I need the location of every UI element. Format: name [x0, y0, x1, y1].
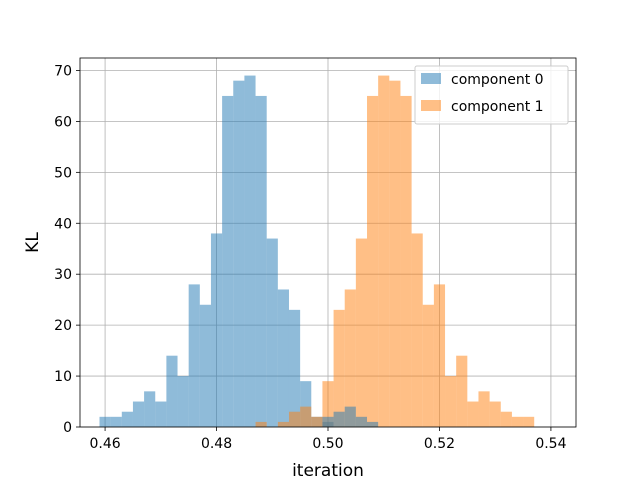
- histogram-bar-series-0: [177, 376, 189, 427]
- x-axis-label: iteration: [292, 461, 364, 480]
- histogram-bar-series-1: [300, 406, 312, 427]
- histogram-bar-series-1: [433, 284, 446, 427]
- x-tick-label: 0.50: [312, 436, 343, 452]
- histogram-bar-series-1: [255, 421, 267, 427]
- x-tick-label: 0.46: [89, 436, 120, 452]
- histogram-bar-series-0: [121, 411, 133, 427]
- histogram-bar-series-2: [322, 416, 334, 427]
- histogram-bar-series-2: [367, 421, 379, 427]
- histogram-bar-series-0: [277, 289, 289, 427]
- histogram-bar-series-0: [255, 95, 267, 428]
- axis-ticks: 0.46 0.48 0.50 0.52 0.54 0 10 20 30 40 50 60 70: [54, 63, 566, 452]
- histogram-bar-series-1: [344, 289, 356, 427]
- histogram-bar-series-1: [445, 376, 457, 427]
- histogram-bar-series-0: [166, 355, 178, 427]
- histogram-bar-series-0: [188, 284, 200, 427]
- legend-box: [414, 65, 569, 125]
- histogram-bar-series-0: [266, 238, 278, 427]
- histogram-bar-series-2: [333, 411, 345, 427]
- y-tick-label: 60: [54, 114, 72, 130]
- histogram-bar-series-1: [489, 401, 501, 427]
- y-tick-label: 10: [54, 369, 72, 385]
- histogram-bar-series-0: [222, 95, 234, 428]
- y-tick-label: 20: [54, 318, 72, 334]
- y-axis-label: KL: [23, 232, 43, 253]
- histogram-bar-series-0: [300, 381, 312, 427]
- histogram-bar-series-2: [355, 416, 368, 427]
- histogram-bar-series-1: [478, 391, 490, 427]
- legend: component 0 component 1: [414, 65, 569, 125]
- histogram-bar-series-1: [511, 416, 524, 427]
- histogram-bar-series-0: [210, 233, 223, 427]
- histogram-bar-series-0: [99, 416, 111, 427]
- histogram-bar-series-1: [288, 411, 301, 427]
- histogram-bar-series-1: [400, 95, 412, 428]
- histogram-bars: [99, 75, 535, 428]
- histogram-bar-series-0: [132, 401, 145, 427]
- legend-swatch-component-0: [421, 73, 441, 84]
- y-tick-label: 40: [54, 216, 72, 232]
- histogram-bar-series-0: [244, 75, 256, 428]
- histogram-bar-series-2: [344, 406, 356, 427]
- histogram-bar-series-1: [367, 95, 379, 428]
- histogram-bar-series-1: [389, 80, 401, 427]
- histogram-bar-series-1: [411, 233, 423, 427]
- histogram-bar-series-0: [110, 416, 122, 427]
- legend-label-component-1: component 1: [451, 99, 544, 115]
- histogram-bar-series-1: [456, 355, 468, 427]
- histogram-bar-series-1: [333, 309, 345, 427]
- x-tick-label: 0.54: [535, 436, 566, 452]
- histogram-bar-series-0: [288, 309, 301, 427]
- y-tick-label: 70: [54, 63, 72, 79]
- histogram-bar-series-1: [355, 238, 368, 427]
- histogram-bar-series-0: [144, 391, 156, 427]
- y-tick-label: 0: [63, 420, 72, 436]
- legend-swatch-component-1: [421, 100, 441, 111]
- histogram-bar-series-1: [523, 416, 535, 427]
- histogram-bar-series-1: [311, 416, 323, 427]
- histogram-bar-series-1: [467, 401, 479, 427]
- histogram-bar-series-1: [500, 411, 512, 427]
- y-tick-label: 30: [54, 267, 72, 283]
- y-tick-label: 50: [54, 165, 72, 181]
- histogram-bar-series-1: [422, 304, 434, 427]
- x-tick-label: 0.48: [201, 436, 232, 452]
- histogram-bar-series-1: [378, 75, 390, 428]
- histogram-bar-series-0: [155, 401, 167, 427]
- histogram-bar-series-1: [322, 381, 334, 427]
- histogram-bar-series-0: [233, 80, 245, 427]
- histogram-bar-series-0: [199, 304, 211, 427]
- histogram-bar-series-1: [277, 421, 289, 427]
- legend-label-component-0: component 0: [451, 72, 544, 88]
- x-tick-label: 0.52: [424, 436, 455, 452]
